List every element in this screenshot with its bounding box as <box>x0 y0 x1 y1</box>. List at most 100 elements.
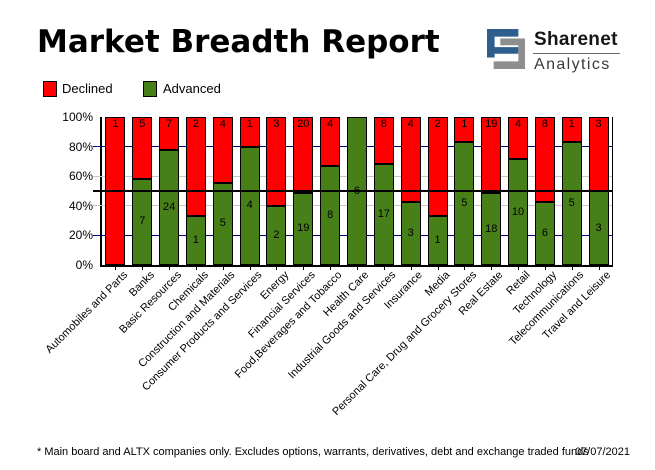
plot-area: 1 5 7 7 24 2 1 4 5 1 4 3 2 20 19 4 8 6 8 17 4 3 2 1 1 5 19 18 4 10 8 6 1… <box>93 117 613 270</box>
bar-value-label: 8 <box>327 209 334 222</box>
y-axis-label: 0% <box>75 258 93 272</box>
bar-value-label: 2 <box>434 118 441 130</box>
x-axis-tick <box>544 265 546 270</box>
bar-advanced-segment <box>159 150 180 265</box>
x-axis-tick <box>330 265 332 270</box>
footnote: * Main board and ALTX companies only. Ex… <box>37 446 589 458</box>
advanced-legend-label: Advanced <box>163 81 221 96</box>
bar-value-label: 6 <box>353 184 361 197</box>
bar-value-label: 19 <box>297 222 310 235</box>
bar-declined-segment <box>427 117 448 216</box>
sharenet-logo: Sharenet Analytics <box>487 29 620 74</box>
bar-declined-segment <box>320 117 341 167</box>
bar-value-label: 3 <box>595 118 602 130</box>
advanced-legend-swatch <box>143 81 157 97</box>
bar-value-label: 1 <box>192 233 199 246</box>
bar-advanced-segment <box>534 201 555 265</box>
bar-advanced-segment <box>132 178 153 265</box>
bar-value-label: 7 <box>139 215 146 228</box>
sharenet-logo-text: Sharenet Analytics <box>533 29 620 74</box>
logo-subtitle: Analytics <box>534 56 611 73</box>
bar-advanced-segment <box>266 205 287 265</box>
bar-value-label: 4 <box>407 118 414 130</box>
bar-value-label: 10 <box>511 205 525 218</box>
y-axis-label: 20% <box>68 228 93 243</box>
bar-value-label: 6 <box>541 226 548 239</box>
y-axis: 0% 20% 40% 60% 80% 100% <box>40 110 93 272</box>
x-axis-tick <box>383 265 385 270</box>
bar-value-label: 4 <box>514 118 522 130</box>
bar-value-label: 1 <box>434 233 441 246</box>
x-axis-tick <box>169 265 171 270</box>
bar-advanced-segment <box>212 182 233 265</box>
declined-legend-label: Declined <box>62 81 113 96</box>
bar-value-label: 2 <box>273 228 280 241</box>
bar-declined-segment <box>508 117 529 160</box>
bar-value-label: 5 <box>461 196 468 209</box>
bar-advanced-segment <box>239 146 260 265</box>
bar-declined-segment <box>373 117 394 165</box>
x-axis-label: Automobiles and Parts <box>43 269 130 356</box>
bar-value-label: 4 <box>327 118 334 130</box>
fifty-percent-line <box>93 190 612 192</box>
bar-advanced-segment <box>561 141 582 265</box>
x-axis-tick <box>518 265 520 270</box>
bar-value-label: 2 <box>192 118 199 130</box>
bar-declined-segment <box>132 117 153 179</box>
bar-advanced-segment <box>427 215 448 265</box>
logo-name: Sharenet <box>533 29 620 54</box>
bar-value-label: 8 <box>541 118 548 130</box>
bar-advanced-segment <box>508 159 529 265</box>
x-axis-tick <box>464 265 466 270</box>
bar-declined-segment <box>159 117 180 151</box>
bar-declined-segment <box>481 117 502 193</box>
x-axis-tick <box>437 265 439 270</box>
bar-value-label: 1 <box>112 118 119 130</box>
bar-value-label: 5 <box>219 217 226 230</box>
bar-advanced-segment <box>185 215 206 265</box>
x-axis-tick <box>410 265 412 270</box>
x-axis-tick <box>115 265 117 270</box>
x-axis-tick <box>491 265 493 270</box>
bar-value-label: 4 <box>219 118 226 130</box>
bar-declined-segment <box>212 117 233 183</box>
bar-value-label: 17 <box>377 208 390 221</box>
page-title: Market Breadth Report <box>37 24 440 60</box>
bar-advanced-segment <box>454 141 475 265</box>
bar-value-label: 24 <box>162 201 176 214</box>
bar-advanced-segment <box>293 192 314 265</box>
bar-value-label: 4 <box>246 199 253 212</box>
bar-value-label: 19 <box>485 118 498 130</box>
bar-declined-segment <box>266 117 287 206</box>
bar-value-label: 3 <box>407 226 414 239</box>
x-axis-tick <box>195 265 197 270</box>
x-axis-tick <box>222 265 224 270</box>
bar-value-label: 5 <box>139 118 146 130</box>
bar-advanced-segment <box>400 201 421 265</box>
report-date: 07/07/2021 <box>574 446 630 458</box>
bar-value-label: 18 <box>485 222 498 235</box>
bar-declined-segment <box>534 117 555 202</box>
y-axis-label: 60% <box>68 169 93 184</box>
x-axis-tick <box>598 265 600 270</box>
x-axis-tick <box>142 265 144 270</box>
bar-value-label: 1 <box>246 118 253 130</box>
x-axis-tick <box>276 265 278 270</box>
bar-value-label: 7 <box>166 118 173 130</box>
x-axis-tick <box>249 265 251 270</box>
y-axis-label: 80% <box>68 139 93 154</box>
bar-value-label: 1 <box>461 118 468 130</box>
bar-declined-segment <box>293 117 314 193</box>
bar-advanced-segment <box>373 164 394 265</box>
bar-declined-segment <box>400 117 421 202</box>
bar-declined-segment <box>239 117 260 147</box>
bar-value-label: 3 <box>273 118 280 130</box>
x-axis-tick <box>357 265 358 270</box>
bar-value-label: 3 <box>595 221 602 234</box>
bar-declined-segment <box>561 117 582 142</box>
bar-value-label: 8 <box>380 118 387 130</box>
declined-legend-swatch <box>43 81 57 97</box>
bar-value-label: 1 <box>568 118 575 130</box>
bar-declined-segment <box>185 117 206 216</box>
